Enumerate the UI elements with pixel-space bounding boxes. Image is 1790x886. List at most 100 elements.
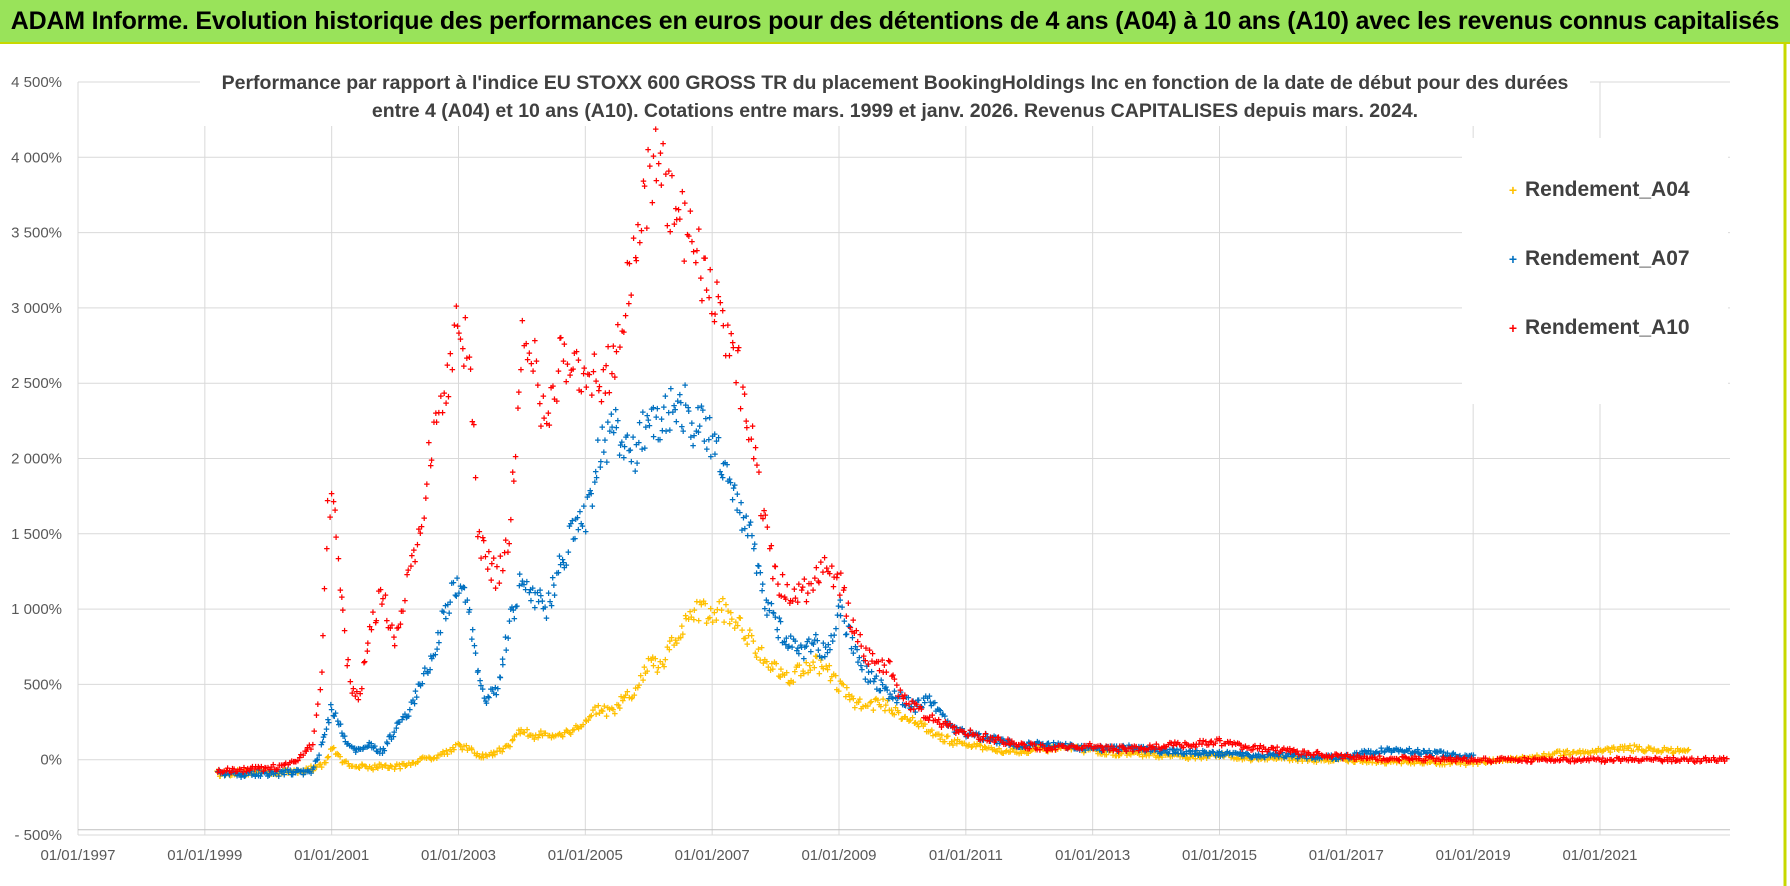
data-point: + (233, 769, 239, 781)
data-point: + (1063, 743, 1069, 755)
data-point: + (833, 624, 839, 636)
data-point: + (450, 577, 456, 589)
data-point: + (943, 732, 949, 744)
y-tick-label: 4 500% (11, 74, 62, 91)
data-point: + (266, 770, 272, 782)
data-point: + (252, 766, 258, 778)
data-point: + (1525, 754, 1531, 766)
data-point: + (446, 608, 452, 620)
data-point: + (545, 731, 551, 743)
data-point: + (462, 597, 468, 609)
data-point: + (440, 747, 446, 759)
data-point: + (1024, 748, 1030, 760)
data-point: + (255, 766, 261, 778)
data-point: + (345, 655, 351, 667)
data-point: + (312, 761, 318, 773)
x-tick-label: 01/01/2011 (929, 847, 1003, 864)
data-point: + (1375, 757, 1381, 769)
data-point: + (1025, 748, 1031, 760)
data-point: + (329, 743, 335, 755)
data-point: + (445, 599, 451, 611)
data-point: + (1251, 752, 1257, 764)
data-point: + (1560, 746, 1566, 758)
data-point: + (448, 746, 454, 758)
data-point: + (672, 635, 678, 647)
data-point: + (1529, 752, 1535, 764)
data-point: + (618, 691, 624, 703)
data-point: + (451, 744, 457, 756)
data-point: + (519, 316, 525, 328)
data-point: + (1271, 752, 1277, 764)
data-point: + (551, 590, 557, 602)
data-point: + (499, 747, 505, 759)
data-point: + (1330, 755, 1336, 767)
data-point: + (1458, 756, 1464, 768)
data-point: + (922, 719, 928, 731)
data-point: + (640, 675, 646, 687)
data-point: + (705, 613, 711, 625)
data-point: + (1355, 754, 1361, 766)
data-point: + (548, 732, 554, 744)
data-point: + (1089, 743, 1095, 755)
data-point: + (899, 713, 905, 725)
data-point: + (1269, 753, 1275, 765)
data-point: + (1281, 753, 1287, 765)
data-point: + (313, 710, 319, 722)
data-point: + (442, 601, 448, 613)
data-point: + (634, 458, 640, 470)
data-point: + (1474, 756, 1480, 768)
data-point: + (306, 766, 312, 778)
data-point: + (628, 694, 634, 706)
data-point: + (1672, 746, 1678, 758)
data-point: + (402, 761, 408, 773)
data-point: + (733, 377, 739, 389)
data-point: + (1215, 748, 1221, 760)
data-point: + (309, 764, 315, 776)
data-point: + (755, 644, 761, 656)
data-point: + (374, 747, 380, 759)
data-point: + (1130, 747, 1136, 759)
data-point: + (790, 677, 796, 689)
data-point: + (1289, 755, 1295, 767)
data-point: + (427, 753, 433, 765)
data-point: + (471, 748, 477, 760)
data-point: + (345, 738, 351, 750)
data-point: + (271, 768, 277, 780)
data-point: + (235, 769, 241, 781)
data-point: + (614, 700, 620, 712)
data-point: + (563, 725, 569, 737)
data-point: + (443, 746, 449, 758)
data-point: + (1141, 749, 1147, 761)
data-point: + (249, 770, 255, 782)
data-point: + (1636, 741, 1642, 753)
data-point: + (357, 744, 363, 756)
data-point: + (1106, 747, 1112, 759)
data-point: + (1081, 747, 1087, 759)
data-point: + (1640, 746, 1646, 758)
data-point: + (622, 310, 628, 322)
data-point: + (320, 732, 326, 744)
data-point: + (381, 745, 387, 757)
data-point: + (317, 759, 323, 771)
data-point: + (1138, 747, 1144, 759)
data-point: + (671, 640, 677, 652)
data-point: + (1308, 754, 1314, 766)
chart-title-line-2: entre 4 (A04) et 10 ans (A10). Cotations… (372, 100, 1418, 122)
data-point: + (1150, 749, 1156, 761)
data-point: + (339, 728, 345, 740)
data-point: + (1463, 760, 1469, 772)
data-point: + (370, 764, 376, 776)
data-point: + (1360, 757, 1366, 769)
data-point: + (552, 730, 558, 742)
data-point: + (412, 758, 418, 770)
data-point: + (396, 760, 402, 772)
data-point: + (1116, 750, 1122, 762)
data-point: + (1493, 756, 1499, 768)
data-point: + (1388, 757, 1394, 769)
data-point: + (642, 668, 648, 680)
data-point: + (1266, 753, 1272, 765)
data-point: + (1519, 752, 1525, 764)
data-point: + (1370, 754, 1376, 766)
data-point: + (1182, 753, 1188, 765)
data-point: + (527, 730, 533, 742)
